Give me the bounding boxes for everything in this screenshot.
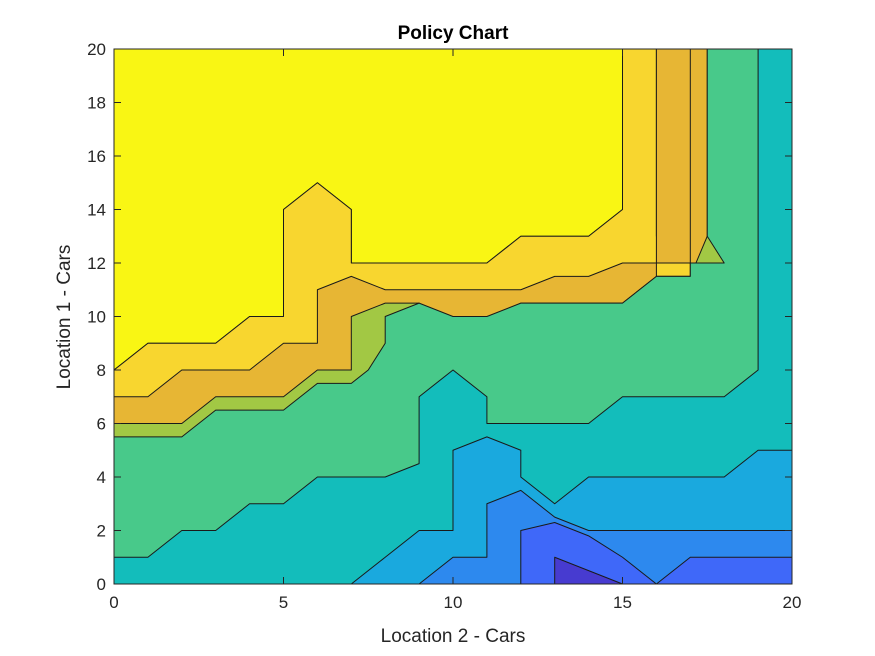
- y-tick-label: 2: [97, 522, 106, 541]
- y-tick-label: 16: [87, 147, 106, 166]
- x-tick-label: 20: [783, 593, 802, 612]
- x-axis-label: Location 2 - Cars: [381, 626, 526, 647]
- y-tick-label: 12: [87, 254, 106, 273]
- y-tick-label: 4: [97, 468, 106, 487]
- contour-fills: [113, 48, 793, 585]
- axes: 0 5 10 15 20 0 2 4 6 8 10 12 14 16 18 20: [87, 40, 801, 612]
- y-axis-label: Location 1 - Cars: [54, 245, 75, 390]
- y-tick-label: 6: [97, 415, 106, 434]
- y-tick-label: 14: [87, 201, 106, 220]
- x-tick-label: 10: [444, 593, 463, 612]
- contour-region-l4: [113, 48, 793, 585]
- chart-title: Policy Chart: [398, 23, 510, 44]
- y-tick-label: 0: [97, 575, 106, 594]
- y-tick-label: 20: [87, 40, 106, 59]
- y-tick-label: 18: [87, 94, 106, 113]
- x-tick-label: 0: [109, 593, 118, 612]
- x-tick-label: 5: [279, 593, 288, 612]
- y-tick-label: 8: [97, 361, 106, 380]
- x-tick-label: 15: [613, 593, 632, 612]
- y-tick-label: 10: [87, 308, 106, 327]
